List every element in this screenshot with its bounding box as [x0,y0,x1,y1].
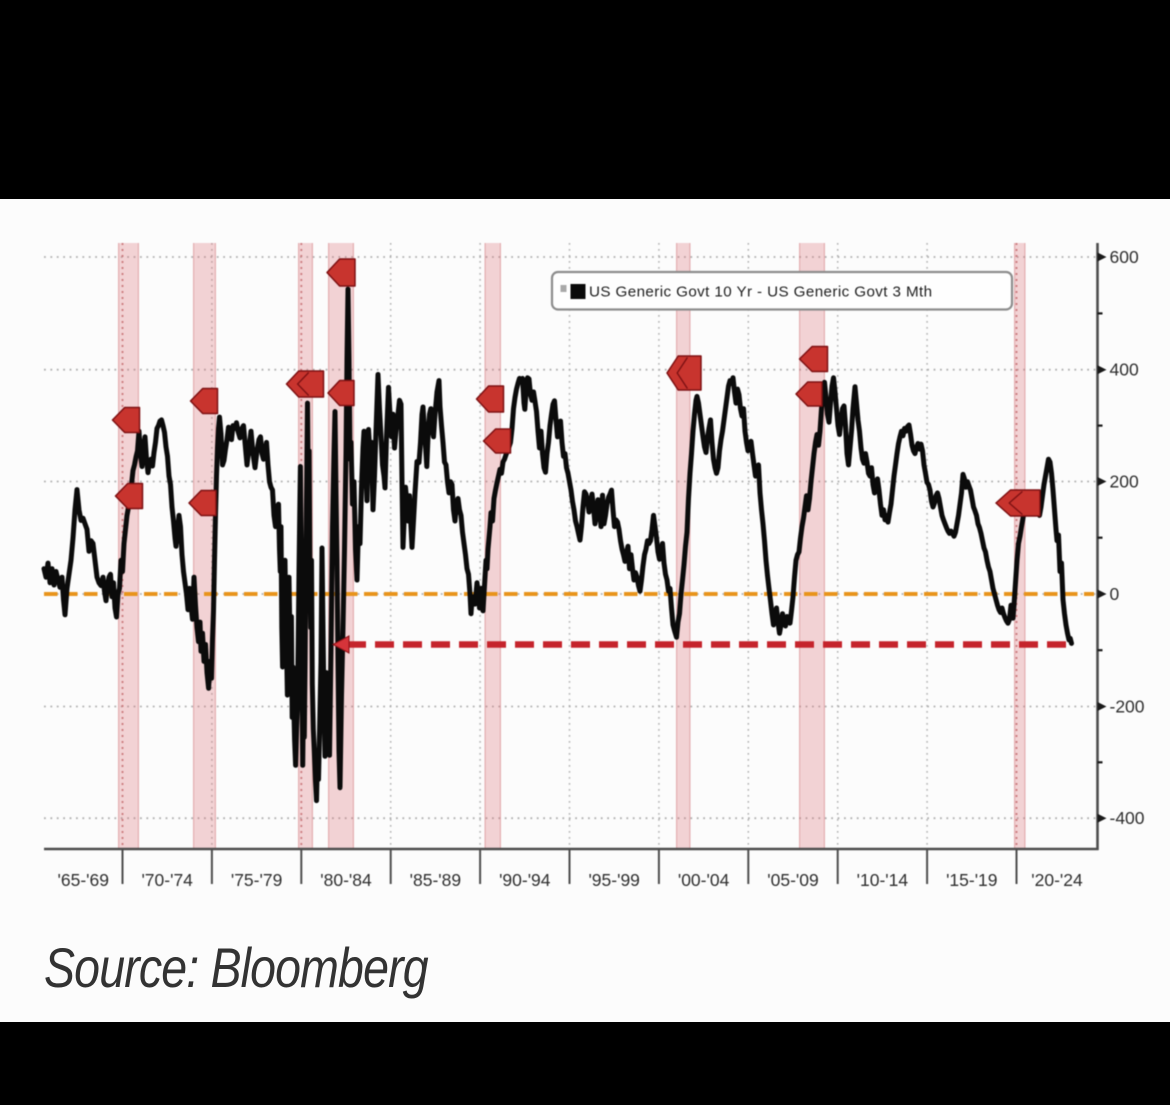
svg-text:'00-'04: '00-'04 [678,870,730,890]
svg-text:'20-'24: '20-'24 [1031,870,1083,890]
svg-text:200: 200 [1110,472,1139,492]
svg-text:0: 0 [1110,584,1120,604]
svg-text:'15-'19: '15-'19 [946,870,997,890]
svg-text:'90-'94: '90-'94 [499,870,551,890]
svg-text:'85-'89: '85-'89 [410,870,461,890]
svg-text:'05-'09: '05-'09 [767,870,818,890]
svg-text:'75-'79: '75-'79 [231,870,282,890]
svg-text:400: 400 [1110,360,1139,380]
svg-text:'70-'74: '70-'74 [141,870,193,890]
svg-text:US Generic Govt 10 Yr - US Gen: US Generic Govt 10 Yr - US Generic Govt … [589,284,933,301]
svg-text:600: 600 [1110,247,1139,267]
svg-text:'95-'99: '95-'99 [588,870,639,890]
svg-text:-400: -400 [1110,808,1145,828]
svg-text:-200: -200 [1110,697,1145,717]
svg-text:'80-'84: '80-'84 [320,870,372,890]
svg-text:'10-'14: '10-'14 [857,870,909,890]
svg-text:'65-'69: '65-'69 [58,870,109,890]
